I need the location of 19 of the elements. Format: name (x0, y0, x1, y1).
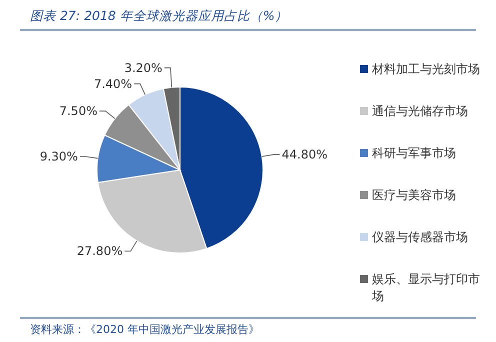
pie-slice (162, 86, 180, 170)
legend-label: 科研与军事市场 (372, 146, 456, 160)
data-label: 44.80% (282, 148, 328, 162)
data-label: 3.20% (124, 60, 162, 75)
pie-slice (180, 86, 264, 250)
legend-label: 材料加工与光刻市场 (371, 62, 480, 76)
pie-slice (96, 134, 180, 183)
pie-slice (128, 88, 180, 170)
pie-slice (104, 104, 180, 170)
data-label: 9.30% (40, 150, 78, 164)
legend-label: 通信与光储存市场 (372, 104, 468, 118)
text: 资料来源：《2020 年中国激光产业发展报告》 (30, 323, 260, 336)
chart-title: 图表 27: 2018 年全球激光器应用占比（%） (30, 8, 288, 23)
legend-label: 仪器与传感器市场 (372, 230, 468, 244)
legend-label: 医疗与美容市场 (372, 188, 456, 202)
data-label: 7.40% (94, 76, 132, 91)
data-label: 7.50% (59, 104, 98, 118)
legend-label: 娱乐、显示与打印市场 (371, 272, 480, 303)
data-label: 27.80% (76, 244, 123, 258)
